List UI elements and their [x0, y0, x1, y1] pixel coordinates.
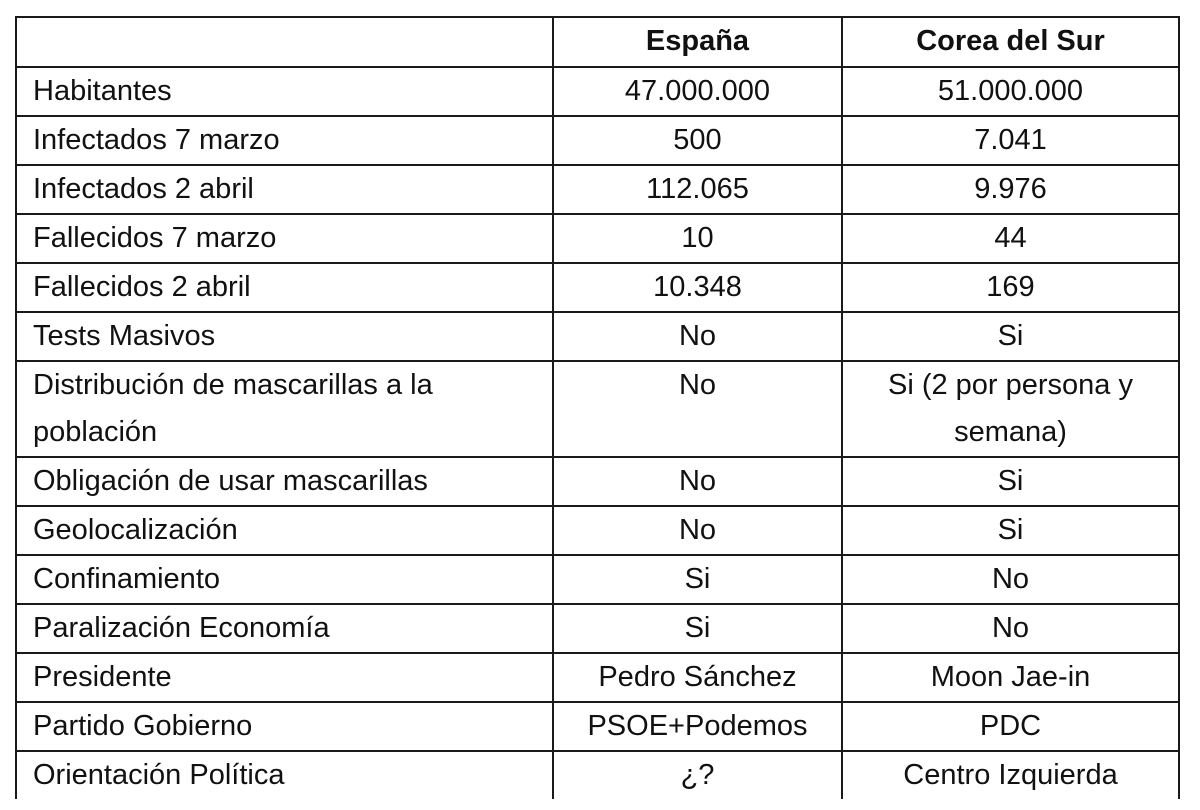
- spain-value: ¿?: [552, 750, 843, 799]
- korea-value: 51.000.000: [841, 66, 1180, 117]
- row-habitantes: Habitantes 47.000.000 51.000.000: [15, 66, 1180, 117]
- spain-value: No: [552, 456, 843, 507]
- row-fallecidos-7-marzo: Fallecidos 7 marzo 10 44: [15, 213, 1180, 264]
- spain-value: Si: [552, 603, 843, 654]
- korea-value: 9.976: [841, 164, 1180, 215]
- spain-value: Si: [552, 554, 843, 605]
- header-row: España Corea del Sur: [15, 16, 1180, 68]
- spain-value: No: [552, 311, 843, 362]
- row-label: Fallecidos 2 abril: [15, 262, 554, 313]
- row-label: Infectados 2 abril: [15, 164, 554, 215]
- korea-value: Si: [841, 456, 1180, 507]
- korea-value: Si: [841, 505, 1180, 556]
- korea-value: 7.041: [841, 115, 1180, 166]
- korea-value: Si: [841, 311, 1180, 362]
- row-fallecidos-2-abril: Fallecidos 2 abril 10.348 169: [15, 262, 1180, 313]
- spain-value: 10: [552, 213, 843, 264]
- korea-value: Centro Izquierda: [841, 750, 1180, 799]
- row-tests-masivos: Tests Masivos No Si: [15, 311, 1180, 362]
- korea-value: Moon Jae-in: [841, 652, 1180, 703]
- row-label: Infectados 7 marzo: [15, 115, 554, 166]
- row-label: Tests Masivos: [15, 311, 554, 362]
- row-confinamiento: Confinamiento Si No: [15, 554, 1180, 605]
- spain-value: Pedro Sánchez: [552, 652, 843, 703]
- row-partido-gobierno: Partido Gobierno PSOE+Podemos PDC: [15, 701, 1180, 752]
- korea-value: 169: [841, 262, 1180, 313]
- korea-value: No: [841, 603, 1180, 654]
- row-obligacion-mascarillas: Obligación de usar mascarillas No Si: [15, 456, 1180, 507]
- spain-value: No: [552, 505, 843, 556]
- row-label: Habitantes: [15, 66, 554, 117]
- korea-value: No: [841, 554, 1180, 605]
- spain-value: 500: [552, 115, 843, 166]
- header-south-korea: Corea del Sur: [841, 16, 1180, 68]
- spain-value: PSOE+Podemos: [552, 701, 843, 752]
- spain-value: 112.065: [552, 164, 843, 215]
- row-infectados-2-abril: Infectados 2 abril 112.065 9.976: [15, 164, 1180, 215]
- row-label: Fallecidos 7 marzo: [15, 213, 554, 264]
- row-distribucion-mascarillas: Distribución de mascarillas a la poblaci…: [15, 360, 1180, 458]
- korea-value: Si (2 por persona y semana): [841, 360, 1180, 458]
- row-presidente: Presidente Pedro Sánchez Moon Jae-in: [15, 652, 1180, 703]
- row-paralizacion-economia: Paralización Economía Si No: [15, 603, 1180, 654]
- row-label: Presidente: [15, 652, 554, 703]
- korea-value: 44: [841, 213, 1180, 264]
- korea-value: PDC: [841, 701, 1180, 752]
- row-label: Partido Gobierno: [15, 701, 554, 752]
- comparison-table: España Corea del Sur Habitantes 47.000.0…: [15, 16, 1180, 799]
- row-geolocalizacion: Geolocalización No Si: [15, 505, 1180, 556]
- spain-value: 10.348: [552, 262, 843, 313]
- row-infectados-7-marzo: Infectados 7 marzo 500 7.041: [15, 115, 1180, 166]
- header-empty: [15, 16, 554, 68]
- row-orientacion-politica: Orientación Política ¿? Centro Izquierda: [15, 750, 1180, 799]
- row-label: Confinamiento: [15, 554, 554, 605]
- spain-value: 47.000.000: [552, 66, 843, 117]
- row-label: Distribución de mascarillas a la poblaci…: [15, 360, 554, 458]
- row-label: Orientación Política: [15, 750, 554, 799]
- row-label: Geolocalización: [15, 505, 554, 556]
- row-label: Obligación de usar mascarillas: [15, 456, 554, 507]
- spain-value: No: [552, 360, 843, 458]
- row-label: Paralización Economía: [15, 603, 554, 654]
- header-spain: España: [552, 16, 843, 68]
